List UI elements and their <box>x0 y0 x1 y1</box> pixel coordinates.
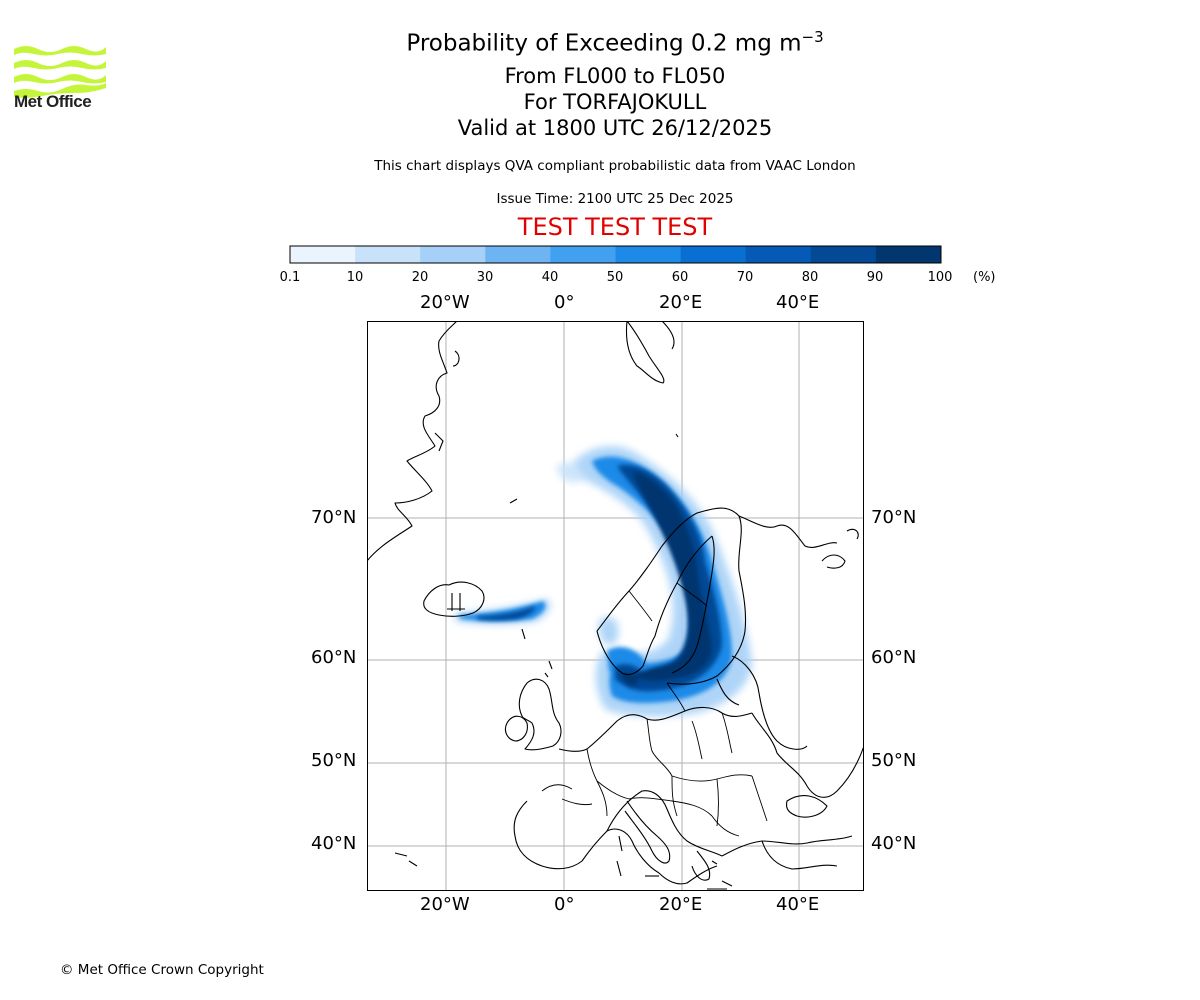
colorbar-tick-label: 20 <box>411 270 429 285</box>
colorbar-segment <box>550 246 616 263</box>
chart-title: Probability of Exceeding 0.2 mg m−3 <box>406 28 824 57</box>
colorbar-segment <box>420 246 486 263</box>
coastlines <box>367 321 864 890</box>
flight-level-range: From FL000 to FL050 <box>504 64 726 88</box>
lon-label-bottom: 0° <box>554 894 575 915</box>
lat-label-right: 50°N <box>871 750 917 771</box>
lat-label-left: 40°N <box>311 833 357 854</box>
lat-label-right: 60°N <box>871 647 917 668</box>
colorbar-segment <box>615 246 682 263</box>
lat-label-left: 70°N <box>311 507 357 528</box>
lon-label-bottom: 40°E <box>776 894 820 915</box>
map-panel <box>367 321 864 891</box>
copyright-notice: © Met Office Crown Copyright <box>60 962 264 978</box>
colorbar <box>289 245 942 264</box>
colorbar-segment <box>485 246 551 263</box>
colorbar-segment <box>680 246 747 263</box>
colorbar-tick-label: 40 <box>541 270 559 285</box>
colorbar-tick-label: 10 <box>346 270 364 285</box>
lon-label-top: 20°W <box>420 292 470 313</box>
colorbar-tick-label: 80 <box>801 270 819 285</box>
lon-label-top: 0° <box>554 292 575 313</box>
volcano-name: For TORFAJOKULL <box>523 90 707 114</box>
valid-time: Valid at 1800 UTC 26/12/2025 <box>457 116 773 140</box>
colorbar-tick-label: 90 <box>866 270 884 285</box>
met-office-logo-text: Met Office <box>14 92 92 111</box>
ash-plume <box>455 446 752 717</box>
colorbar-segment <box>290 246 356 263</box>
lon-label-bottom: 20°W <box>420 894 470 915</box>
issue-time: Issue Time: 2100 UTC 25 Dec 2025 <box>496 191 734 207</box>
colorbar-tick-label: 50 <box>606 270 624 285</box>
chart-description: This chart displays QVA compliant probab… <box>374 158 856 174</box>
lat-label-left: 60°N <box>311 647 357 668</box>
map-frame <box>367 321 864 891</box>
met-office-logo-icon <box>14 46 106 98</box>
colorbar-tick-label: 0.1 <box>279 270 301 285</box>
lon-label-top: 40°E <box>776 292 820 313</box>
test-banner: TEST TEST TEST <box>517 213 713 241</box>
lon-label-top: 20°E <box>659 292 703 313</box>
colorbar-unit: (%) <box>973 270 996 285</box>
lat-label-right: 40°N <box>871 833 917 854</box>
colorbar-tick-label: 30 <box>476 270 494 285</box>
colorbar-tick-label: 70 <box>736 270 754 285</box>
lat-label-right: 70°N <box>871 507 917 528</box>
lon-label-bottom: 20°E <box>659 894 703 915</box>
colorbar-tick-label: 100 <box>927 270 953 285</box>
colorbar-segment <box>745 246 812 263</box>
colorbar-segment <box>875 246 942 263</box>
colorbar-tick-label: 60 <box>671 270 689 285</box>
colorbar-segment <box>355 246 421 263</box>
lat-label-left: 50°N <box>311 750 357 771</box>
colorbar-segment <box>810 246 877 263</box>
